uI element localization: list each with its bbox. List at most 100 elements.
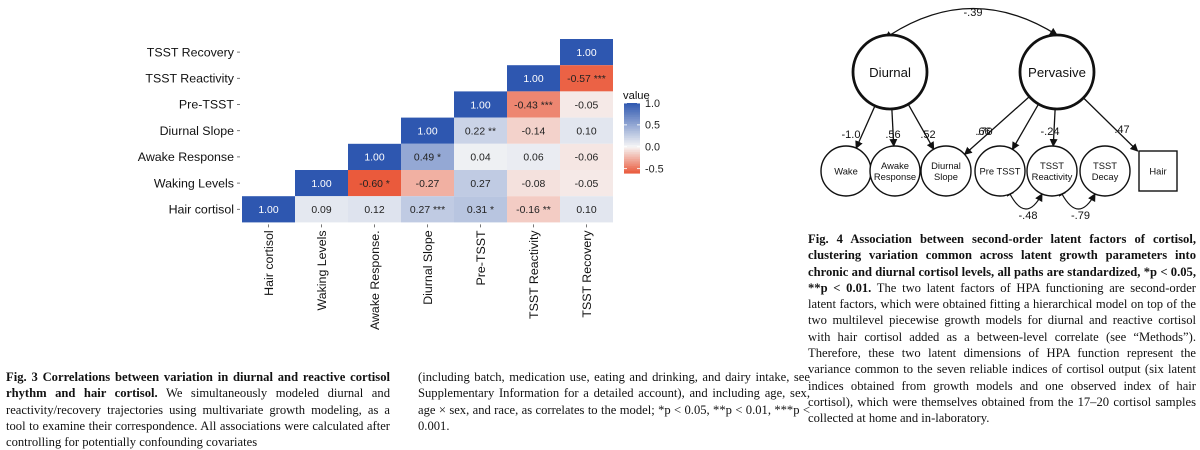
row-tick-label: Pre-TSST	[179, 98, 235, 112]
legend-color-step	[624, 125, 640, 129]
indicator-label: Slope	[934, 171, 958, 182]
legend-color-step	[624, 134, 640, 137]
legend-color-step	[624, 160, 640, 164]
legend-color-step	[624, 106, 640, 109]
legend-color-step	[624, 129, 640, 132]
heatmap-cell	[295, 170, 348, 197]
latent-factor-node	[1018, 33, 1096, 111]
legend-color-step	[624, 169, 640, 172]
heatmap-cell	[560, 143, 613, 170]
heatmap-cell	[401, 117, 454, 144]
col-tick-label: TSST Recovery	[580, 230, 594, 318]
fig3-caption-continuation: (including batch, medication use, eating…	[418, 370, 810, 433]
indicator-label: Decay	[1092, 171, 1119, 182]
row-tick-label: Hair cortisol	[169, 203, 234, 217]
heatmap-row-labels: TSST Recovery TSST Reactivity Pre-TSST Diur…	[138, 45, 240, 217]
heatmap-cell	[560, 39, 613, 66]
heatmap-cell-label: 0.27 ***	[410, 205, 445, 216]
loading-path	[963, 96, 1030, 156]
path-coefficients: -.39 -.48 -.79 -1.0 .56 .52 .70.66 -.24 .47	[842, 7, 1130, 222]
legend-color-step	[624, 120, 640, 123]
loading-path	[889, 108, 898, 148]
legend-color-step	[624, 115, 640, 118]
heatmap-cell-label: -0.60 *	[359, 179, 390, 190]
indicator-label: Diurnal	[931, 160, 961, 171]
heatmap-column-labels: Hair cortisol Waking Levels Awake Response…	[262, 224, 594, 330]
heatmap-cell	[454, 196, 507, 223]
legend-color-step	[624, 138, 640, 141]
loading-label: .66	[975, 126, 990, 138]
row-tick-label: Diurnal Slope	[160, 124, 234, 138]
legend-color-step	[624, 127, 640, 130]
indicator-label: Awake	[881, 160, 909, 171]
heatmap-cell-label: 0.49 *	[414, 153, 441, 164]
heatmap-cell-label: -0.08	[522, 179, 546, 190]
heatmap-cell	[348, 143, 401, 170]
legend-color-step	[624, 157, 640, 160]
heatmap-cell-label: -0.16 **	[516, 205, 551, 216]
legend-color-step	[624, 132, 640, 136]
legend-color-step	[624, 103, 640, 106]
legend-color-step	[624, 118, 640, 122]
loading-label: .56	[885, 129, 900, 141]
heatmap-cell	[454, 170, 507, 197]
legend-color-step	[624, 153, 640, 157]
indicator-label: Pre TSST	[980, 166, 1021, 177]
heatmap-cell-label: -0.05	[575, 100, 599, 111]
heatmap-cell-label: 0.10	[576, 205, 596, 216]
legend-tick-label: 0.5	[645, 120, 660, 132]
latent-indicator-node	[869, 145, 921, 197]
heatmap-cell-label: 1.00	[311, 179, 331, 190]
heatmap-cell	[401, 196, 454, 223]
legend-tick-label: -0.5	[645, 163, 664, 175]
loading-label: -.24	[1041, 126, 1060, 138]
heatmap-cell-label: 1.00	[364, 153, 384, 164]
legend-tick-label: 1.0	[645, 98, 660, 110]
legend-color-step	[624, 122, 640, 125]
row-tick-label: TSST Reactivity	[145, 72, 234, 86]
heatmap-cell-label: 0.27	[470, 179, 490, 190]
heatmap-cells: 1.00 1.00 -0.57 *** 1.00 -0.43 *** -0.05 1.00 0…	[242, 39, 613, 223]
heatmap-cell	[560, 65, 613, 92]
legend-color-step	[624, 171, 640, 174]
heatmap-cell-label: -0.27	[416, 179, 440, 190]
legend-color-step	[624, 104, 640, 108]
heatmap-cell	[454, 143, 507, 170]
loading-label: .47	[1114, 124, 1129, 136]
loading-path	[1082, 97, 1139, 152]
col-tick-label: Pre-TSST	[474, 230, 488, 286]
col-tick-label: Diurnal Slope	[421, 230, 435, 304]
row-tick-label: TSST Recovery	[147, 45, 235, 59]
heatmap-cell	[560, 117, 613, 144]
latent-indicator-node	[920, 145, 972, 197]
legend-color-step	[624, 145, 640, 148]
loading-path	[1011, 103, 1040, 151]
heatmap-cell-label: 1.00	[523, 74, 543, 85]
heatmap-cell	[348, 196, 401, 223]
indicator-label: Response	[874, 171, 916, 182]
legend-color-step	[624, 131, 640, 134]
heatmap-cell-label: 1.00	[470, 100, 490, 111]
legend-color-step	[624, 117, 640, 120]
heatmap-cell	[507, 196, 560, 223]
heatmap-cell-label: 0.12	[364, 205, 384, 216]
fig3-caption-body: We simultaneously modeled diurnal and re…	[6, 386, 390, 450]
heatmap-cell-label: 0.31 *	[467, 205, 494, 216]
heatmap-cell-label: 0.22 **	[465, 127, 496, 138]
legend-color-step	[624, 124, 640, 127]
legend-color-step	[624, 111, 640, 115]
loading-paths	[855, 7, 1139, 210]
fig4-caption-label: Fig. 4 Association between second-order …	[808, 232, 1196, 295]
col-tick-label: Awake Response.	[368, 230, 382, 330]
indicator-label: Reactivity	[1032, 171, 1073, 182]
legend-color-step	[624, 139, 640, 143]
latent-factor-label: Pervasive	[1028, 65, 1086, 80]
legend-color-step	[624, 110, 640, 113]
legend-color-step	[624, 136, 640, 139]
fig3-caption: Fig. 3 Correlations between variation in…	[6, 369, 390, 450]
heatmap-cell	[454, 117, 507, 144]
latent-indicator-node	[1079, 145, 1131, 197]
heatmap-cell-label: 0.10	[576, 127, 596, 138]
legend-color-step	[624, 150, 640, 153]
